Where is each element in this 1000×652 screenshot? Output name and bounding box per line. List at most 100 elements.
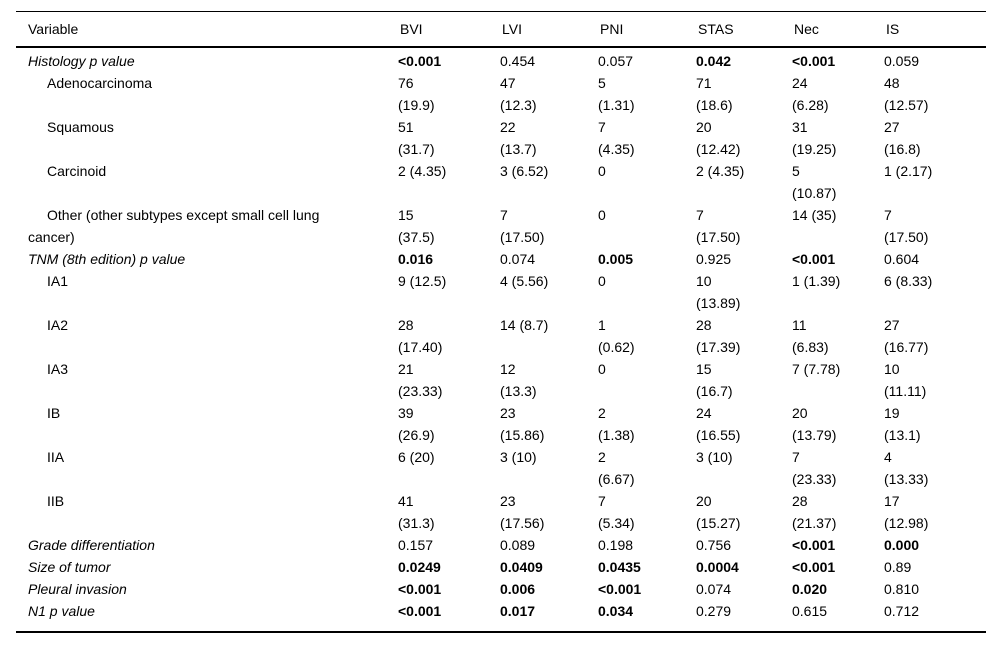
cell-value: 0.089 <box>500 537 536 553</box>
cell-value: 0 <box>598 361 606 377</box>
table-row: IA2 28 (17.40) 14 (8.7) 1 (0.62) 28 (17.39) 1… <box>16 314 986 358</box>
cell-value: <0.001 <box>398 603 442 619</box>
cell-value: <0.001 <box>398 581 442 597</box>
cell-value: 7 (4.35) <box>598 119 635 157</box>
cell-value: 0.615 <box>792 603 828 619</box>
table-row: Squamous 51 (31.7) 22 (13.7) 7 (4.35) 20 (12… <box>16 116 986 160</box>
cell-value: 0 <box>598 207 606 223</box>
cell-value: <0.001 <box>598 581 642 597</box>
cell-value: 0.000 <box>884 537 920 553</box>
cell-value: 0.020 <box>792 581 828 597</box>
column-header-is: IS <box>876 11 986 48</box>
column-header-stas: STAS <box>688 11 784 48</box>
cell-value: 51 (31.7) <box>398 119 435 157</box>
table-row: IA3 21 (23.33) 12 (13.3) 0 15 (16.7) 7 (7.78)… <box>16 358 986 402</box>
row-label: IA3 <box>47 361 69 377</box>
cell-value: 14 (8.7) <box>500 317 549 333</box>
column-header-lvi: LVI <box>492 11 590 48</box>
cell-value: 31 (19.25) <box>792 119 837 157</box>
table-row: IIA 6 (20) 3 (10) 2 (6.67) 3 (10) 7 (23.33) 4 … <box>16 446 986 490</box>
cell-value: 0.016 <box>398 251 434 267</box>
cell-value: 11 (6.83) <box>792 317 829 355</box>
cell-value: 0.712 <box>884 603 920 619</box>
cell-value: 28 (17.39) <box>696 317 741 355</box>
cell-value: 0.89 <box>884 559 912 575</box>
row-label: Adenocarcinoma <box>47 75 153 91</box>
cell-value: 5 (1.31) <box>598 75 635 113</box>
cell-value: 0.074 <box>696 581 732 597</box>
cell-value: 0.925 <box>696 251 732 267</box>
table-row: Adenocarcinoma 76 (19.9) 47 (12.3) 5 (1.31)… <box>16 72 986 116</box>
row-label: Carcinoid <box>47 163 107 179</box>
row-label: IA2 <box>47 317 69 333</box>
row-label: IA1 <box>47 273 69 289</box>
cell-value: 24 (6.28) <box>792 75 829 113</box>
cell-value: 23 (15.86) <box>500 405 545 443</box>
cell-value: 7 (5.34) <box>598 493 635 531</box>
cell-value: <0.001 <box>792 251 836 267</box>
table-row: Other (other subtypes except small cell … <box>16 204 986 248</box>
cell-value: <0.001 <box>792 53 836 69</box>
cell-value: 4 (13.33) <box>884 449 929 487</box>
cell-value: 22 (13.7) <box>500 119 537 157</box>
table-row: Grade differentiation 0.157 0.089 0.198 0.75… <box>16 534 986 556</box>
cell-value: 0.059 <box>884 53 920 69</box>
cell-value: 20 (12.42) <box>696 119 741 157</box>
cell-value: 2 (4.35) <box>696 163 745 179</box>
cell-value: 1 (1.39) <box>792 273 841 289</box>
cell-value: 39 (26.9) <box>398 405 435 443</box>
table-row: Histology p value <0.001 0.454 0.057 0.042 <0… <box>16 47 986 72</box>
results-table: Variable BVI LVI PNI STAS Nec IS Histology p v… <box>16 11 986 633</box>
cell-value: 0.042 <box>696 53 732 69</box>
cell-value: 19 (13.1) <box>884 405 921 443</box>
table-row: IIB 41 (31.3) 23 (17.56) 7 (5.34) 20 (15.27)… <box>16 490 986 534</box>
cell-value: 7 (23.33) <box>792 449 837 487</box>
cell-value: 14 (35) <box>792 207 837 223</box>
cell-value: 28 (21.37) <box>792 493 837 531</box>
cell-value: 0.0435 <box>598 559 641 575</box>
cell-value: 0.0004 <box>696 559 739 575</box>
cell-value: 20 (15.27) <box>696 493 741 531</box>
row-label: Other (other subtypes except small cell … <box>28 207 320 245</box>
cell-value: 0.0409 <box>500 559 543 575</box>
cell-value: 7 (17.50) <box>696 207 741 245</box>
cell-value: 71 (18.6) <box>696 75 733 113</box>
cell-value: 20 (13.79) <box>792 405 837 443</box>
cell-value: 0.279 <box>696 603 732 619</box>
cell-value: 28 (17.40) <box>398 317 443 355</box>
row-label: Histology p value <box>28 53 135 69</box>
table-row: IB 39 (26.9) 23 (15.86) 2 (1.38) 24 (16.55) 2… <box>16 402 986 446</box>
header-row: Variable BVI LVI PNI STAS Nec IS <box>16 11 986 48</box>
cell-value: 0.454 <box>500 53 536 69</box>
cell-value: 7 (17.50) <box>500 207 545 245</box>
cell-value: 5 (10.87) <box>792 163 837 201</box>
cell-value: 3 (10) <box>696 449 733 465</box>
cell-value: 17 (12.98) <box>884 493 929 531</box>
cell-value: 76 (19.9) <box>398 75 435 113</box>
cell-value: 2 (6.67) <box>598 449 635 487</box>
cell-value: 3 (6.52) <box>500 163 549 179</box>
cell-value: 1 (0.62) <box>598 317 635 355</box>
cell-value: 15 (16.7) <box>696 361 733 399</box>
row-label: Pleural invasion <box>28 581 127 597</box>
row-label: Grade differentiation <box>28 537 155 553</box>
table-row: Pleural invasion <0.001 0.006 <0.001 0.074 0.… <box>16 578 986 600</box>
cell-value: 0.756 <box>696 537 732 553</box>
column-header-pni: PNI <box>590 11 688 48</box>
cell-value: 0.0249 <box>398 559 441 575</box>
row-label: IIB <box>47 493 65 509</box>
cell-value: 2 (1.38) <box>598 405 635 443</box>
cell-value: 10 (13.89) <box>696 273 741 311</box>
cell-value: <0.001 <box>398 53 442 69</box>
table-row: TNM (8th edition) p value 0.016 0.074 0.005… <box>16 248 986 270</box>
cell-value: 0.198 <box>598 537 634 553</box>
cell-value: 0.005 <box>598 251 634 267</box>
cell-value: 24 (16.55) <box>696 405 741 443</box>
cell-value: 0.017 <box>500 603 536 619</box>
cell-value: 6 (8.33) <box>884 273 933 289</box>
column-header-variable: Variable <box>16 11 390 48</box>
table-row: Carcinoid 2 (4.35) 3 (6.52) 0 2 (4.35) 5 (10.… <box>16 160 986 204</box>
cell-value: 0.034 <box>598 603 634 619</box>
cell-value: 7 (7.78) <box>792 361 841 377</box>
